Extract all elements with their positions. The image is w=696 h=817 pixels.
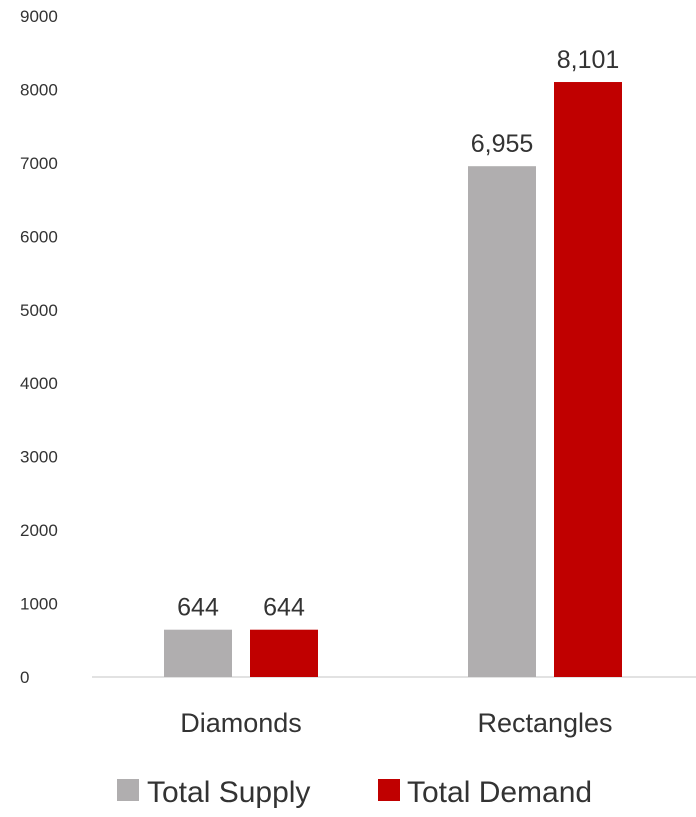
y-tick-label: 0 bbox=[20, 668, 29, 687]
data-labels-group: 644 644 6,955 8,101 bbox=[177, 46, 619, 622]
y-tick-label: 7000 bbox=[20, 154, 58, 173]
y-tick-label: 4000 bbox=[20, 374, 58, 393]
x-axis: Diamonds Rectangles bbox=[180, 708, 612, 738]
legend-item-total-supply: Total Supply bbox=[117, 776, 310, 809]
bar-total-supply-diamonds bbox=[164, 630, 232, 677]
y-tick-label: 3000 bbox=[20, 448, 58, 467]
legend: Total Supply Total Demand bbox=[117, 776, 592, 809]
y-tick-label: 1000 bbox=[20, 595, 58, 614]
x-tick-label: Diamonds bbox=[180, 708, 302, 738]
data-label: 644 bbox=[263, 594, 305, 622]
x-tick-label: Rectangles bbox=[477, 708, 612, 738]
y-tick-label: 6000 bbox=[20, 227, 58, 246]
data-label: 8,101 bbox=[557, 46, 620, 74]
bar-total-supply-rectangles bbox=[468, 166, 536, 677]
legend-item-total-demand: Total Demand bbox=[378, 776, 592, 809]
legend-swatch bbox=[378, 779, 400, 801]
data-label: 6,955 bbox=[471, 130, 534, 158]
y-tick-label: 5000 bbox=[20, 301, 58, 320]
y-tick-label: 8000 bbox=[20, 80, 58, 99]
bar-total-demand-diamonds bbox=[250, 630, 318, 677]
legend-label: Total Demand bbox=[407, 776, 592, 809]
y-tick-label: 9000 bbox=[20, 7, 58, 26]
y-tick-label: 2000 bbox=[20, 521, 58, 540]
data-label: 644 bbox=[177, 594, 219, 622]
legend-label: Total Supply bbox=[147, 776, 310, 809]
legend-swatch bbox=[117, 779, 139, 801]
bars-group bbox=[164, 82, 622, 677]
y-axis: 0 1000 2000 3000 4000 5000 6000 7000 8000 9000 bbox=[20, 7, 58, 687]
bar-total-demand-rectangles bbox=[554, 82, 622, 677]
